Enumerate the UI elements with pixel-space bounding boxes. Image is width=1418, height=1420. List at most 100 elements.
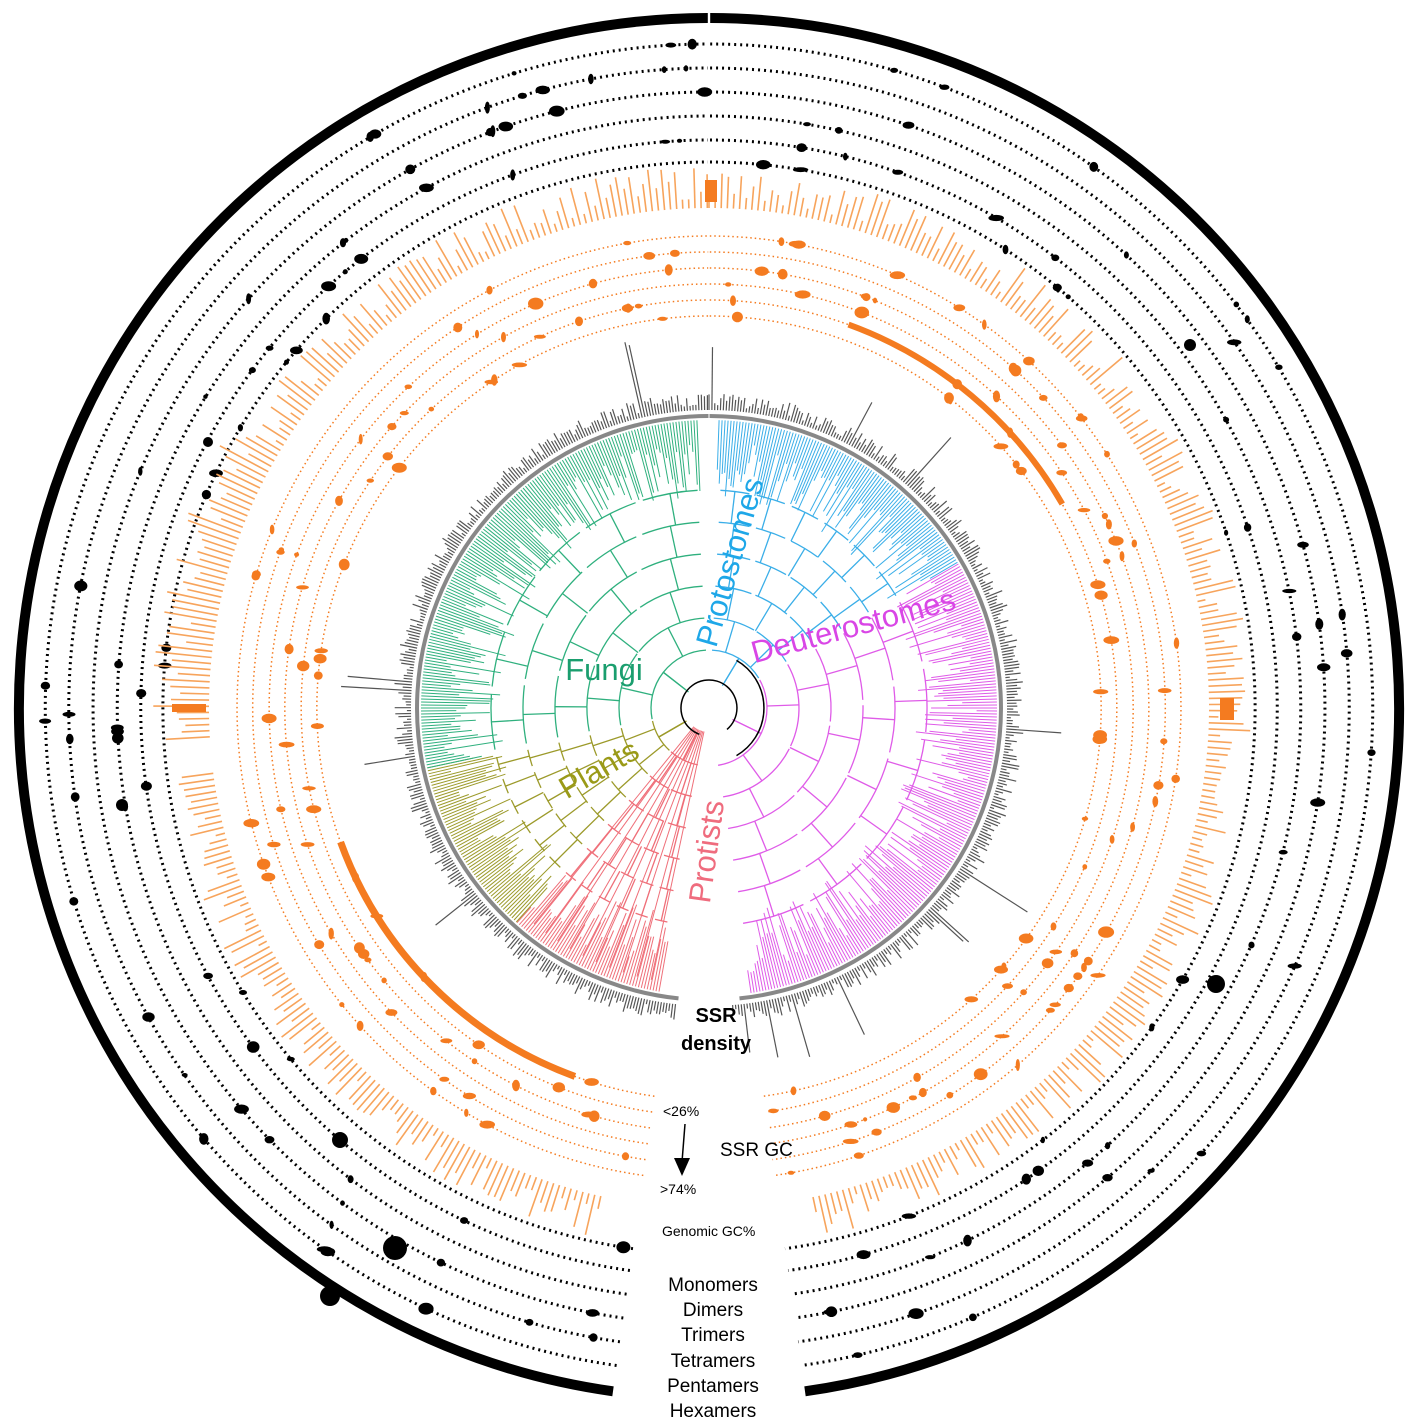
density-bar — [502, 470, 514, 484]
genomic-gc-bar — [980, 1126, 1000, 1156]
density-bar — [827, 424, 834, 436]
density-bar — [456, 525, 468, 535]
ssr-gc-blob — [1010, 364, 1022, 377]
genomic-gc-bar — [314, 383, 324, 392]
genomic-gc-bar — [812, 1196, 817, 1213]
genomic-gc-bar — [185, 723, 210, 727]
repeat-label-dimers: Dimers — [683, 1300, 743, 1321]
tree-stem-deuterostomes — [860, 815, 888, 835]
genomic-gc-bar — [1139, 960, 1154, 970]
tree-leaf-fungi — [434, 621, 463, 632]
genomic-gc-bar — [166, 632, 214, 641]
ssr-gc-blob — [953, 304, 966, 312]
density-bar — [1005, 672, 1021, 676]
genomic-gc-bar — [1169, 900, 1194, 912]
tree-branch-deuterostomes — [805, 822, 856, 868]
tree-leaf-protostomes — [794, 438, 811, 481]
density-bar — [924, 913, 934, 923]
tree-leaf-deuterostomes — [826, 912, 854, 958]
genomic-gc-bar — [965, 1136, 985, 1169]
tree-leaf-plants — [484, 868, 511, 890]
genomic-gc-bar — [245, 436, 278, 457]
repeat-label-tetramers: Tetramers — [671, 1351, 755, 1372]
tree-leaf-protists — [570, 918, 595, 962]
tree-leaf-protostomes — [755, 424, 762, 455]
tree-leaf-deuterostomes — [905, 574, 965, 606]
tree-leaf-fungi — [622, 433, 644, 498]
density-bar — [854, 967, 861, 977]
genomic-gc-bar — [1069, 340, 1093, 363]
tree-leaf-deuterostomes — [915, 731, 996, 742]
tree-leaf-deuterostomes — [886, 848, 936, 888]
density-bar — [403, 656, 416, 660]
density-bar — [880, 455, 888, 465]
tree-leaf-protists — [637, 936, 652, 988]
genomic-gc-bar — [571, 217, 576, 227]
tree-leaf-protists — [658, 941, 669, 992]
ssr-gc-blob — [575, 316, 583, 327]
ssr-gc-blob — [621, 304, 634, 313]
density-bar — [920, 917, 933, 930]
genomic-gc-bar — [411, 1117, 424, 1135]
genomic-gc-bar — [248, 453, 272, 468]
genomic-gc-bar — [915, 232, 927, 254]
tree-leaf-fungi — [420, 704, 468, 706]
genomic-gc-bar — [1098, 1020, 1125, 1043]
genomic-gc-bar — [805, 208, 809, 218]
density-bar — [922, 915, 935, 928]
ssr-gc-marker-right — [1220, 698, 1234, 720]
density-bar — [508, 472, 517, 482]
density-bar — [991, 609, 1004, 614]
density-bar — [907, 437, 952, 487]
tree-leaf-protostomes — [900, 520, 929, 544]
density-bar — [542, 444, 551, 457]
tree-leaf-plants — [450, 809, 504, 837]
tree-leaf-fungi — [465, 553, 494, 572]
genomic-gc-bar — [949, 1145, 958, 1160]
genomic-gc-bar — [1086, 1034, 1094, 1042]
density-bar — [397, 741, 413, 745]
genomic-gc-bar — [1130, 975, 1163, 998]
density-bar — [587, 981, 591, 986]
tree-leaf-deuterostomes — [942, 786, 983, 801]
genomic-gc-bar — [1101, 388, 1115, 400]
repeat-blob — [1297, 541, 1309, 548]
tree-leaf-protostomes — [754, 426, 771, 497]
density-bar — [820, 417, 827, 432]
ssr-gc-blob — [261, 872, 276, 882]
tree-leaf-deuterostomes — [925, 638, 989, 656]
tree-leaf-fungi — [580, 449, 601, 489]
tree-leaf-protostomes — [766, 430, 788, 505]
genomic-gc-bar — [769, 190, 774, 212]
density-bar — [527, 951, 539, 967]
tree-leaf-fungi — [575, 452, 591, 481]
genomic-gc-bar — [276, 394, 305, 416]
density-bar — [488, 912, 493, 917]
genomic-gc-bar — [470, 1155, 487, 1186]
tree-leaf-plants — [513, 883, 548, 921]
tree-leaf-fungi — [613, 435, 622, 457]
repeat-blob — [549, 105, 565, 117]
density-bar — [954, 530, 967, 540]
genomic-gc-bar — [395, 1114, 419, 1146]
genomic-gc-bar — [1167, 494, 1199, 510]
tree-leaf-protists — [632, 909, 654, 986]
genomic-gc-bar — [377, 284, 402, 315]
tree-leaf-fungi — [452, 576, 506, 605]
repeat-blob — [322, 312, 331, 325]
density-bar — [404, 651, 417, 655]
genomic-gc-bar — [899, 1169, 909, 1189]
tree-leaf-deuterostomes — [914, 598, 976, 625]
tree-stem-protostomes — [754, 603, 773, 632]
tree-leaf-plants — [496, 868, 535, 904]
tree-leaf-fungi — [473, 540, 505, 563]
repeat-blob — [237, 424, 243, 432]
density-bar — [510, 466, 521, 478]
density-bar — [450, 532, 463, 542]
tree-leaf-protostomes — [828, 452, 844, 481]
genomic-gc-bar — [660, 169, 666, 211]
genomic-gc-bar — [197, 820, 223, 828]
genomic-gc-bar — [1082, 1039, 1092, 1049]
ssr-gc-blob — [1160, 738, 1168, 745]
genomic-gc-bar — [234, 945, 270, 967]
